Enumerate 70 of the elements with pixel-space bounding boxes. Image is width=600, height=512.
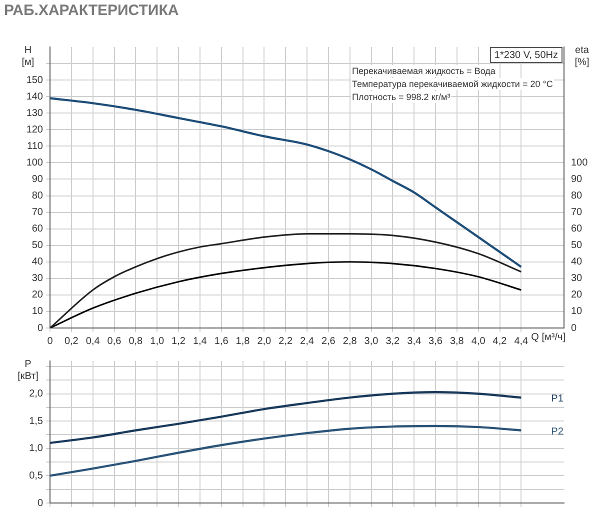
y2-tick-label: 100 <box>571 157 588 168</box>
y2-tick-label: 0 <box>571 322 577 334</box>
x-tick-label: 4,0 <box>471 336 486 347</box>
y2-axis-title: eta [%] <box>574 45 590 68</box>
y2-tick-label: 40 <box>571 256 583 268</box>
y-tick-label: 20 <box>32 290 44 301</box>
y-axis-title: P [кВт] <box>18 359 39 382</box>
y-tick-label: 140 <box>26 91 44 102</box>
y-tick-label: 0,5 <box>29 470 44 482</box>
y-tick-label: 150 <box>26 74 44 86</box>
y-axis-title: H [м] <box>22 45 34 68</box>
y-tick-label: 0 <box>37 322 44 334</box>
y2-tick-label: 10 <box>571 306 583 318</box>
x-tick-label: 0,6 <box>107 336 122 347</box>
y2-tick-label: 70 <box>571 207 583 218</box>
y2-tick-label: 20 <box>571 290 583 301</box>
x-tick-label: 1,0 <box>150 336 164 347</box>
x-tick-label: 2,4 <box>300 336 314 347</box>
y-tick-label: 130 <box>26 108 44 119</box>
y2-tick-label: 80 <box>571 190 583 202</box>
y-tick-label: 70 <box>32 207 44 218</box>
y-tick-label: 10 <box>32 306 44 318</box>
y-tick-label: 30 <box>32 273 44 284</box>
x-tick-label: 1,8 <box>236 336 250 347</box>
x-tick-label: 1,6 <box>214 336 229 347</box>
x-tick-label: 2,8 <box>342 336 358 347</box>
x-tick-label: 3,6 <box>428 336 443 347</box>
x-tick-label: 0,4 <box>86 336 100 347</box>
y-tick-label: 1,0 <box>29 443 44 454</box>
x-tick-label: 1,4 <box>192 336 208 347</box>
annotation: Перекачиваемая жидкость = Вода <box>352 66 496 76</box>
y-tick-label: 120 <box>26 124 44 136</box>
text: P2 <box>551 426 564 438</box>
y-tick-label: 2,0 <box>29 388 44 400</box>
x-tick-label: 3,0 <box>364 336 379 347</box>
y-tick-label: 40 <box>32 256 44 268</box>
x-axis-title: Q [м³/ч] <box>531 332 566 343</box>
line-series <box>50 261 522 328</box>
line-series <box>50 232 522 328</box>
x-tick-label: 4,4 <box>514 336 529 347</box>
y2-tick-label: 50 <box>571 240 583 252</box>
x-tick-label: 0,2 <box>64 336 79 347</box>
x-tick-label: 3,2 <box>386 336 400 347</box>
x-tick-label: 4,2 <box>492 336 508 347</box>
y-tick-label: 90 <box>32 174 44 185</box>
line-series <box>50 391 522 444</box>
y2-tick-label: 60 <box>571 224 583 235</box>
x-tick-label: 0 <box>47 336 54 347</box>
x-tick-label: 1,2 <box>172 336 186 347</box>
annotation: Температура перекачиваемой жидкости = 20 °C <box>352 79 554 89</box>
y-tick-label: 1,5 <box>29 416 44 427</box>
x-tick-label: 2,6 <box>321 336 336 347</box>
y2-tick-label: 90 <box>571 174 583 185</box>
y-tick-label: 50 <box>32 240 44 252</box>
y-tick-label: 0 <box>37 498 44 509</box>
y2-tick-label: 30 <box>571 273 583 284</box>
annotation: Плотность = 998.2 кг/м³ <box>352 92 450 102</box>
y-tick-label: 80 <box>32 190 44 202</box>
y-tick-label: 110 <box>27 140 44 152</box>
line-series <box>50 424 522 477</box>
x-tick-label: 2,2 <box>278 336 293 347</box>
x-tick-label: 2,0 <box>257 336 272 347</box>
x-tick-label: 3,4 <box>407 336 422 347</box>
text: P1 <box>551 394 564 405</box>
x-tick-label: 0,8 <box>128 336 144 347</box>
y-tick-label: 60 <box>32 224 44 235</box>
annotation: 1*230 V, 50Hz <box>494 50 558 61</box>
y-tick-label: 100 <box>26 157 44 168</box>
x-tick-label: 3,8 <box>450 336 464 347</box>
chart-title: РАБ.ХАРАКТЕРИСТИКА <box>3 1 180 21</box>
